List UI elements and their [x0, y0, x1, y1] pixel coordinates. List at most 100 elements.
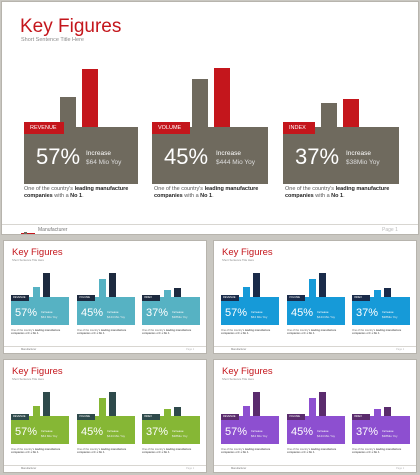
- figure-percent: 57%: [15, 426, 38, 438]
- bar-secondary: [99, 279, 106, 297]
- variant-title: Key Figures: [12, 247, 63, 258]
- figure-tag: INDEX: [352, 295, 370, 301]
- figure-increase-label: Increase: [317, 429, 329, 433]
- figure-increase-label: Increase: [86, 150, 111, 157]
- figure-description: One of the country's leading manufacture…: [352, 329, 402, 336]
- bar-primary: [174, 288, 181, 297]
- footer-divider: [4, 465, 206, 466]
- figure-amount: $64 Mio Yoy: [251, 315, 268, 319]
- figure-description: One of the country's leading manufacture…: [77, 448, 127, 455]
- figure-description: One of the country's leading manufacture…: [77, 329, 127, 336]
- footer-brand-text: Manufacturer: [21, 348, 37, 351]
- bar-primary: [384, 288, 391, 297]
- figure-description: One of the country's leading manufacture…: [11, 329, 61, 336]
- page-subtitle: Short Sentence Title Here: [21, 37, 84, 43]
- figure-percent: 37%: [146, 426, 169, 438]
- bar-secondary: [309, 279, 316, 297]
- figure-panel: [142, 416, 200, 444]
- variant-subtitle: Short Sentence Title Here: [12, 377, 45, 381]
- figure-amount: $444 Mio Yoy: [107, 315, 126, 319]
- figure-panel: [287, 297, 345, 325]
- footer-divider: [214, 346, 416, 347]
- figure-increase-label: Increase: [317, 310, 329, 314]
- variant-subtitle: Short Sentence Title Here: [12, 258, 45, 262]
- figure-panel: [77, 416, 135, 444]
- figure-tag: VOLUME: [287, 295, 305, 301]
- figure-tag: REVENUE: [11, 414, 29, 420]
- bar-primary: [319, 392, 326, 416]
- bar-primary: [174, 407, 181, 416]
- variant-title: Key Figures: [12, 366, 63, 377]
- page-number: Page 1: [382, 227, 398, 233]
- figure-description: One of the country's leading manufacture…: [287, 448, 337, 455]
- figure-description: One of the country's leading manufacture…: [142, 329, 192, 336]
- main-slide[interactable]: Key Figures Short Sentence Title Here RE…: [1, 1, 419, 235]
- footer-brand-text: Manufacturer: [231, 467, 247, 470]
- footer-divider: [214, 465, 416, 466]
- figure-tag: INDEX: [352, 414, 370, 420]
- page-number: Page 1: [396, 467, 405, 470]
- figure-tag: REVENUE: [221, 295, 239, 301]
- variant-slide-blue[interactable]: Key Figures Short Sentence Title Here REVE…: [213, 240, 417, 354]
- footer-brand-text: Manufacturer: [231, 348, 247, 351]
- figure-panel: [221, 297, 279, 325]
- bar-secondary: [164, 290, 171, 297]
- figure-amount: $444 Mio Yoy: [216, 159, 256, 166]
- figure-increase-label: Increase: [107, 310, 119, 314]
- bar-gray: [321, 103, 337, 127]
- figure-increase-label: Increase: [41, 429, 53, 433]
- variant-slide-teal[interactable]: Key Figures Short Sentence Title Here REVE…: [3, 240, 207, 354]
- figure-description: One of the country's leading manufacture…: [287, 329, 337, 336]
- figure-amount: $64 Mio Yoy: [41, 315, 58, 319]
- variant-slide-purple[interactable]: Key Figures Short Sentence Title Here REVE…: [213, 359, 417, 473]
- figure-panel: [283, 127, 399, 184]
- manufacturer-logo-icon: [12, 347, 19, 353]
- figure-description: One of the country's leading manufacture…: [221, 329, 271, 336]
- figure-percent: 45%: [291, 426, 314, 438]
- bar-secondary: [374, 409, 381, 416]
- figure-panel: [142, 297, 200, 325]
- figure-amount: $64 Mio Yoy: [86, 159, 122, 166]
- figure-percent: 45%: [291, 307, 314, 319]
- bar-primary: [253, 273, 260, 297]
- bar-secondary: [243, 406, 250, 416]
- figure-increase-label: Increase: [172, 310, 184, 314]
- bar-gray: [60, 97, 76, 127]
- figure-percent: 37%: [295, 144, 340, 169]
- figure-amount: $64 Mio Yoy: [41, 434, 58, 438]
- figure-percent: 37%: [146, 307, 169, 319]
- bar-secondary: [309, 398, 316, 416]
- bar-primary: [43, 273, 50, 297]
- figure-description: One of the country's leading manufacture…: [24, 186, 129, 200]
- figure-description: One of the country's leading manufacture…: [285, 186, 390, 200]
- bar-red: [82, 69, 98, 127]
- figure-tag: REVENUE: [221, 414, 239, 420]
- figure-increase-label: Increase: [107, 429, 119, 433]
- figure-tag: VOLUME: [77, 295, 95, 301]
- figure-percent: 45%: [81, 307, 104, 319]
- figure-tag: VOLUME: [287, 414, 305, 420]
- figure-percent: 57%: [15, 307, 38, 319]
- figure-panel: [11, 297, 69, 325]
- bar-secondary: [33, 406, 40, 416]
- figure-amount: $38Mio Yoy: [172, 315, 188, 319]
- figure-percent: 37%: [356, 307, 379, 319]
- figure-percent: 57%: [225, 426, 248, 438]
- figure-increase-label: Increase: [251, 310, 263, 314]
- figure-amount: $38Mio Yoy: [382, 315, 398, 319]
- figure-tag: VOLUME: [152, 122, 190, 134]
- figure-amount: $444 Mio Yoy: [317, 315, 336, 319]
- figure-description: One of the country's leading manufacture…: [352, 448, 402, 455]
- variant-subtitle: Short Sentence Title Here: [222, 377, 255, 381]
- bar-primary: [319, 273, 326, 297]
- figure-amount: $64 Mio Yoy: [251, 434, 268, 438]
- figure-percent: 45%: [164, 144, 209, 169]
- bar-red: [214, 68, 230, 127]
- page-title: Key Figures: [20, 16, 122, 37]
- bar-primary: [43, 392, 50, 416]
- variant-slide-green[interactable]: Key Figures Short Sentence Title Here REVE…: [3, 359, 207, 473]
- figure-panel: [221, 416, 279, 444]
- bar-secondary: [33, 287, 40, 297]
- footer-brand-text: Manufacturer: [38, 227, 68, 233]
- figure-tag: INDEX: [142, 295, 160, 301]
